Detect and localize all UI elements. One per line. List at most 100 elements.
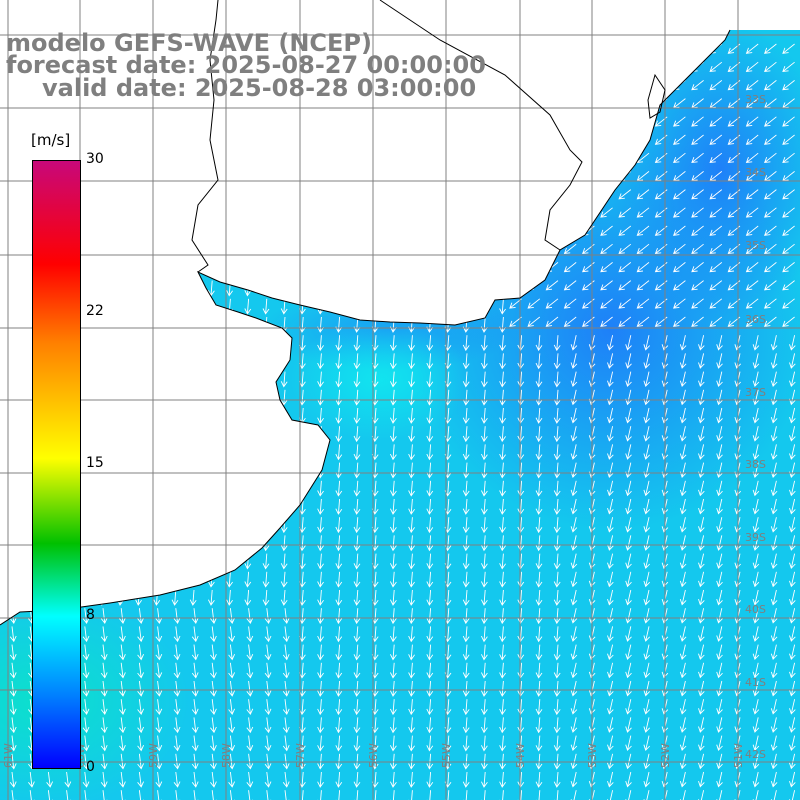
direction-arrow (282, 680, 290, 697)
direction-arrow (745, 189, 759, 200)
direction-arrow (716, 335, 723, 351)
direction-arrow (28, 771, 35, 788)
direction-arrow (499, 462, 506, 479)
direction-arrow (764, 152, 777, 164)
direction-arrow (9, 735, 17, 752)
direction-arrow (155, 626, 163, 643)
direction-arrow (82, 771, 90, 788)
direction-arrow (535, 771, 543, 788)
direction-arrow (210, 680, 217, 697)
direction-arrow (137, 771, 145, 788)
lat-label: 40S (745, 603, 766, 616)
direction-arrow (46, 771, 54, 788)
direction-arrow (752, 571, 760, 588)
direction-arrow (625, 699, 632, 715)
direction-arrow (618, 225, 632, 236)
direction-arrow (679, 389, 687, 406)
direction-arrow (499, 553, 506, 570)
direction-arrow (691, 262, 704, 273)
direction-arrow (317, 517, 324, 534)
direction-arrow (636, 262, 650, 273)
direction-arrow (426, 790, 434, 800)
direction-arrow (137, 699, 145, 715)
direction-arrow (600, 225, 613, 236)
direction-arrow (137, 735, 145, 752)
lat-label: 38S (745, 458, 766, 471)
direction-arrow (716, 353, 723, 369)
direction-arrow (28, 790, 35, 800)
direction-arrow (499, 298, 506, 315)
direction-arrow (335, 353, 343, 370)
direction-arrow (545, 280, 559, 291)
direction-arrow (335, 680, 343, 697)
direction-arrow (426, 462, 434, 479)
direction-arrow (553, 717, 561, 734)
direction-arrow (119, 644, 126, 661)
direction-arrow (335, 517, 343, 534)
direction-arrow (389, 771, 397, 788)
direction-arrow (661, 589, 669, 606)
direction-arrow (426, 535, 434, 552)
direction-arrow (228, 608, 236, 624)
direction-arrow (570, 353, 578, 369)
direction-arrow (553, 753, 561, 770)
direction-arrow (426, 644, 434, 661)
direction-arrow (661, 553, 669, 570)
direction-arrow (264, 753, 272, 770)
direction-arrow (389, 662, 397, 679)
direction-arrow (317, 389, 324, 406)
direction-arrow (535, 335, 543, 352)
direction-arrow (335, 626, 343, 643)
direction-arrow (600, 298, 613, 309)
direction-arrow (262, 553, 270, 570)
direction-arrow (563, 280, 577, 291)
direction-arrow (716, 444, 723, 460)
direction-arrow (661, 771, 669, 788)
direction-arrow (716, 407, 723, 424)
direction-arrow (317, 480, 324, 497)
direction-arrow (480, 480, 488, 497)
direction-arrow (335, 462, 343, 479)
direction-arrow (607, 680, 614, 697)
direction-arrow (389, 407, 397, 424)
direction-arrow (9, 699, 17, 715)
direction-arrow (570, 335, 578, 351)
direction-arrow (408, 553, 415, 570)
direction-arrow (499, 517, 506, 534)
direction-arrow (661, 790, 669, 800)
direction-arrow (499, 498, 506, 515)
direction-arrow (462, 480, 470, 497)
direction-arrow (462, 517, 470, 534)
direction-arrow (545, 316, 559, 327)
direction-arrow (408, 517, 415, 534)
direction-arrow (408, 644, 415, 661)
direction-arrow (462, 353, 470, 370)
colorbar (32, 160, 81, 769)
direction-arrow (353, 480, 361, 497)
direction-arrow (353, 753, 361, 770)
direction-arrow (709, 207, 723, 218)
direction-arrow (191, 771, 199, 788)
grid-labels: 61W60W59W58W57W56W55W54W53W52W51W33S34S3… (2, 93, 766, 768)
direction-arrow (636, 189, 650, 200)
lon-label: 58W (220, 743, 233, 768)
direction-arrow (770, 771, 778, 788)
direction-arrow (691, 134, 704, 145)
direction-arrow (517, 790, 525, 800)
direction-arrow (679, 517, 687, 533)
direction-arrow (770, 517, 778, 533)
direction-arrow (100, 735, 108, 752)
direction-arrow (691, 80, 704, 91)
direction-arrow (607, 699, 614, 715)
direction-arrow (782, 280, 795, 291)
direction-arrow (553, 571, 561, 588)
direction-arrow (335, 426, 343, 443)
direction-arrow (317, 571, 324, 588)
direction-arrow (679, 680, 687, 697)
direction-arrow (527, 298, 541, 309)
direction-arrow (100, 680, 108, 697)
direction-arrow (119, 608, 126, 624)
direction-arrow (636, 280, 650, 291)
direction-arrow (82, 680, 90, 697)
direction-arrow (335, 644, 343, 661)
